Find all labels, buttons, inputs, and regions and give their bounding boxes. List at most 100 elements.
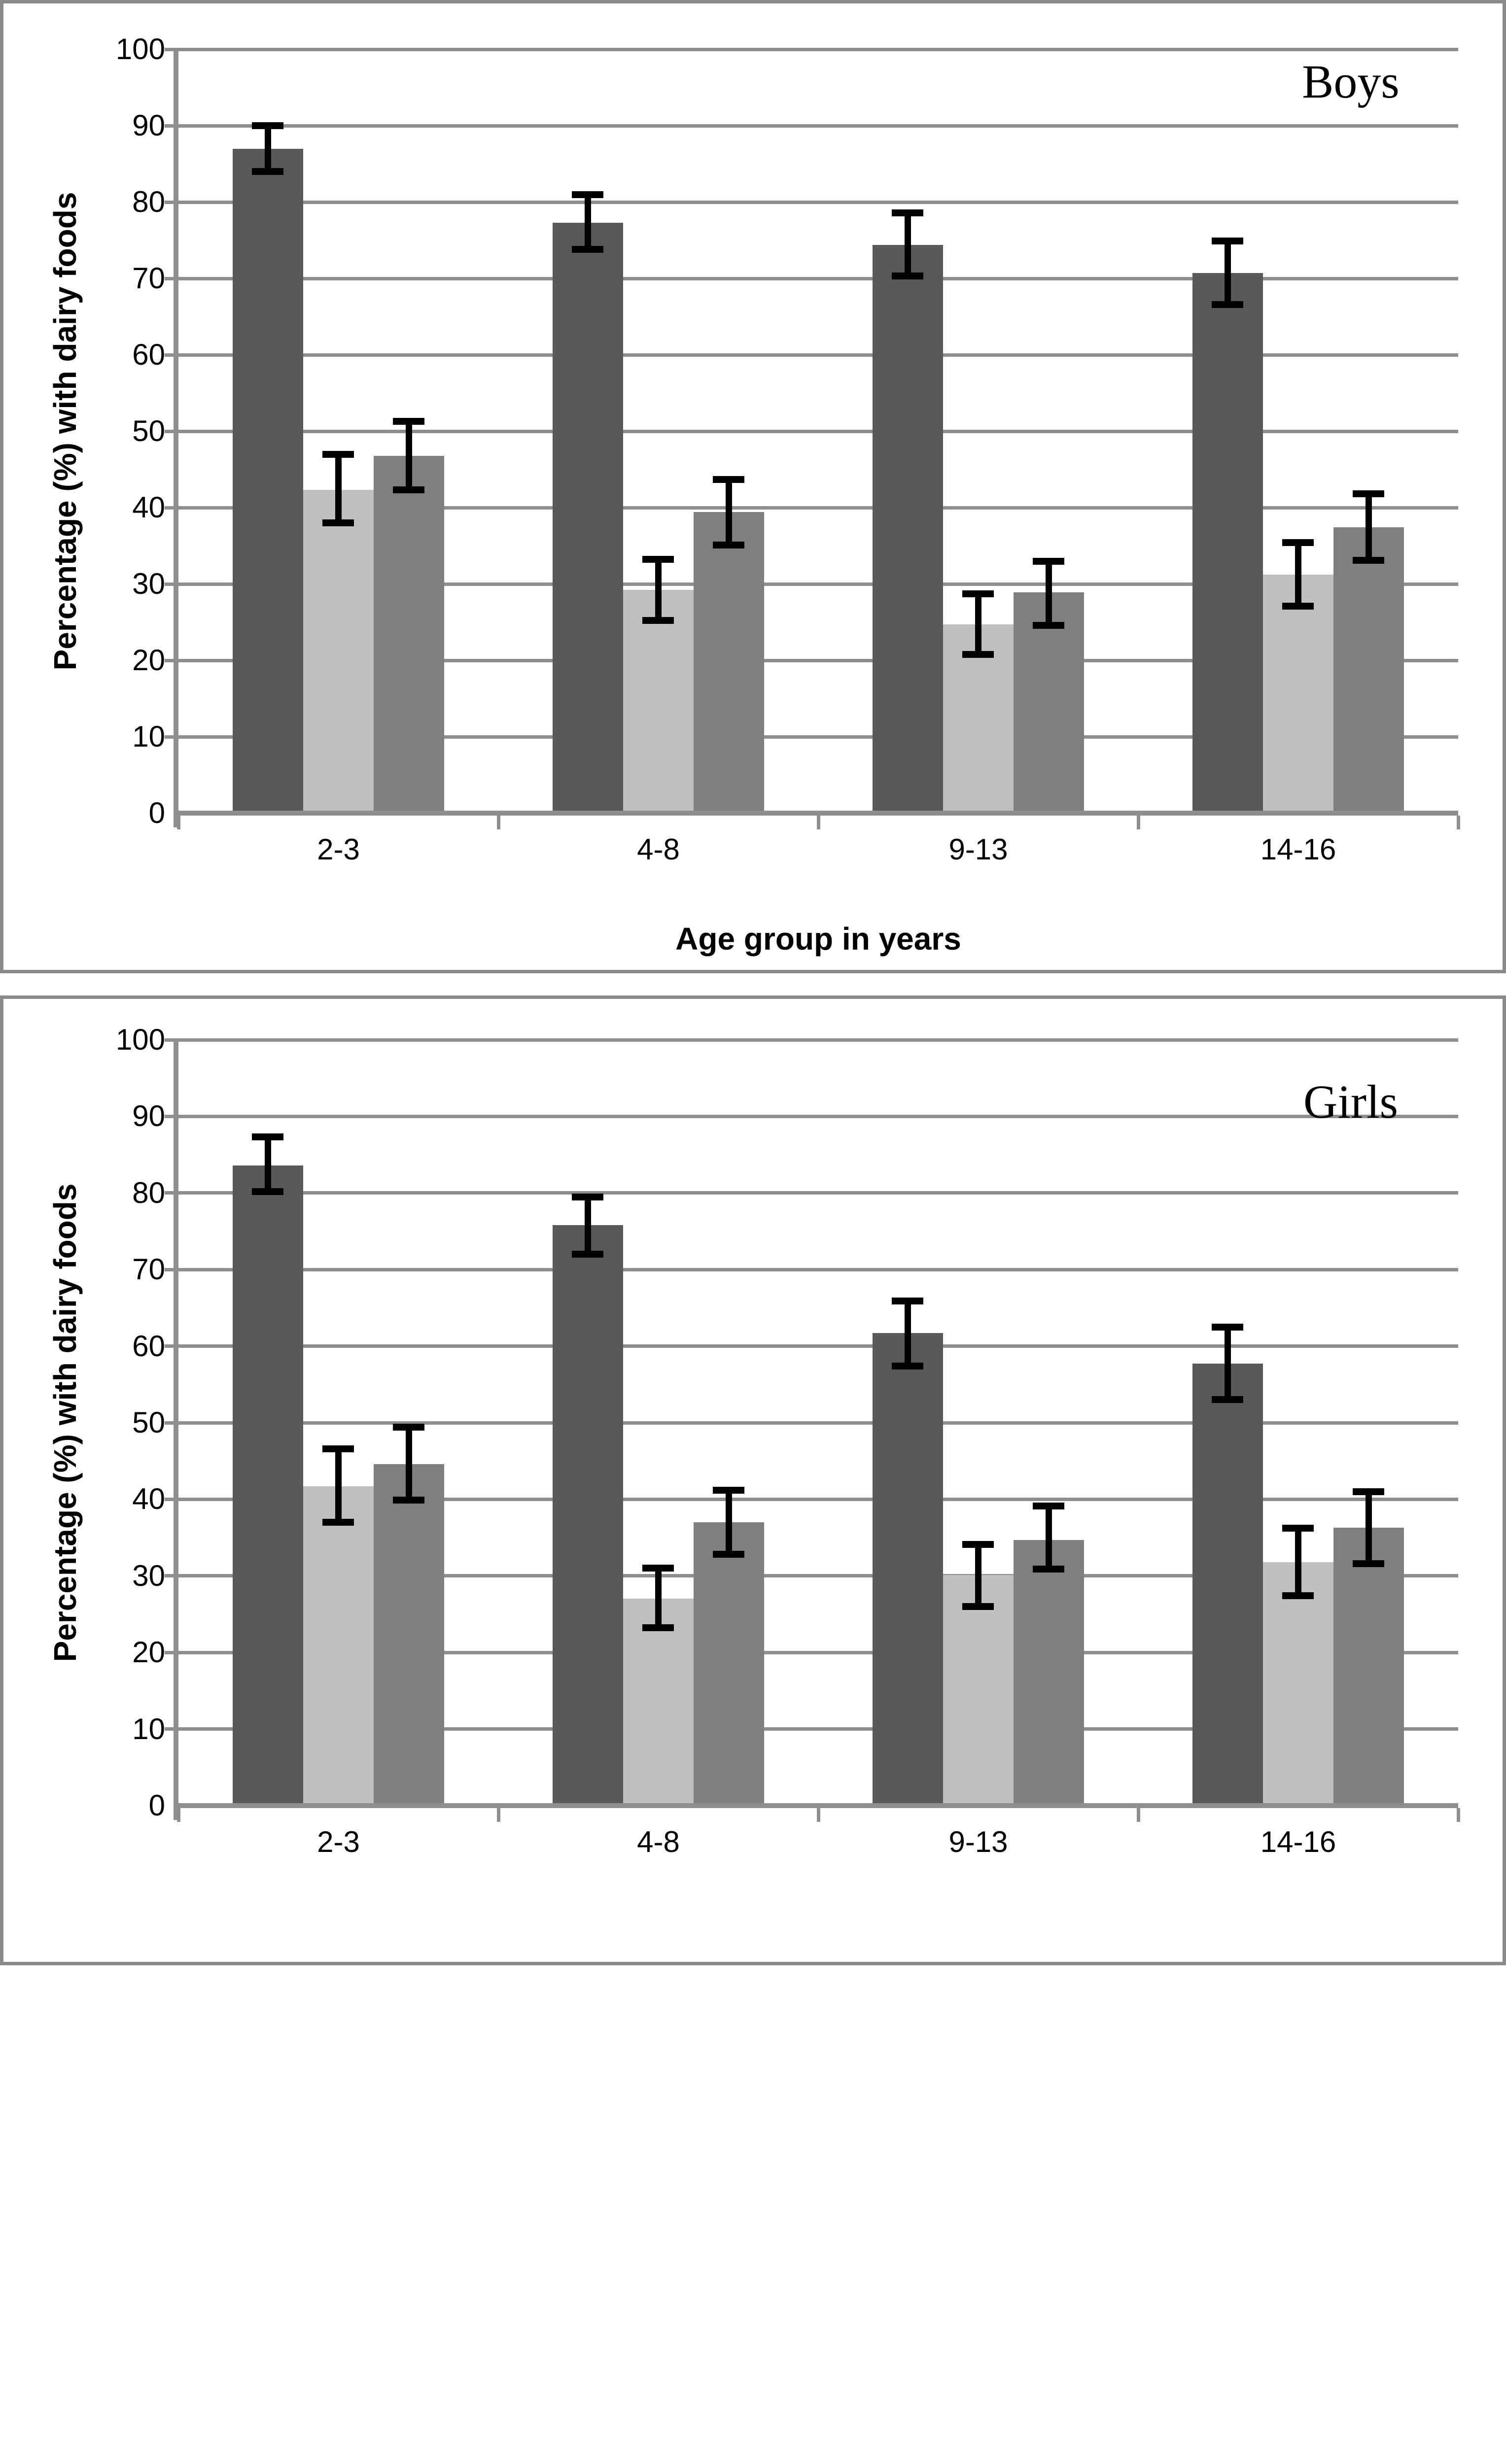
- y-axis-tick: [165, 429, 174, 433]
- gridline: [178, 353, 1458, 357]
- y-axis-tick: [165, 47, 174, 51]
- error-cap-top: [322, 1445, 354, 1452]
- y-axis-tick: [165, 200, 174, 204]
- bar: [623, 590, 694, 813]
- bar: [693, 1522, 764, 1806]
- error-line: [904, 212, 911, 276]
- gridline: [178, 658, 1458, 662]
- error-cap-bottom: [572, 246, 603, 253]
- bar: [552, 1225, 623, 1806]
- error-cap-bottom: [393, 1496, 424, 1504]
- error-cap-bottom: [1353, 1560, 1384, 1567]
- y-tick-label: 40: [132, 491, 165, 524]
- boys-panel-title: Boys: [1302, 55, 1400, 108]
- bar: [943, 1575, 1014, 1806]
- error-cap-bottom: [713, 541, 744, 548]
- gridline: [178, 124, 1458, 128]
- y-axis-tick: [165, 1727, 174, 1731]
- bar: [373, 1464, 444, 1806]
- y-tick-label: 70: [132, 1253, 165, 1286]
- bar: [1192, 1364, 1263, 1806]
- error-cap-bottom: [252, 1188, 283, 1195]
- y-axis-tick: [165, 735, 174, 739]
- x-axis-line: [174, 1803, 1458, 1808]
- x-axis-tick: [1136, 1808, 1140, 1822]
- gridline: [178, 200, 1458, 204]
- error-cap-top: [322, 450, 354, 458]
- error-line: [405, 421, 412, 490]
- x-axis-tick: [496, 816, 500, 829]
- error-cap-bottom: [1282, 602, 1314, 610]
- y-tick-label: 10: [132, 720, 165, 753]
- error-cap-bottom: [1212, 1396, 1243, 1403]
- error-cap-top: [642, 556, 674, 563]
- error-cap-top: [962, 590, 994, 598]
- error-cap-top: [1033, 1503, 1064, 1510]
- error-cap-top: [252, 122, 283, 129]
- boys-chart-panel: Boys Percentage (%) with dairy foods Age…: [0, 0, 1506, 973]
- gridline: [178, 47, 1458, 51]
- gridline: [178, 735, 1458, 739]
- error-line: [1224, 241, 1231, 305]
- girls-plot-area: Girls Percentage (%) with dairy foods Ag…: [0, 995, 1506, 1965]
- error-line: [584, 1197, 591, 1255]
- error-cap-bottom: [1282, 1592, 1314, 1600]
- bar: [1333, 1527, 1404, 1806]
- y-axis-tick: [165, 1421, 174, 1425]
- error-cap-bottom: [1033, 1565, 1064, 1573]
- y-axis-line: [174, 1038, 178, 1820]
- x-axis-tick: [176, 1808, 180, 1822]
- y-axis-tick: [165, 124, 174, 128]
- error-line: [1224, 1327, 1231, 1400]
- x-axis-tick: [176, 816, 180, 829]
- bar: [552, 222, 623, 813]
- gridline: [178, 1114, 1458, 1118]
- y-tick-label: 20: [132, 1636, 165, 1669]
- x-axis-tick: [1136, 816, 1140, 829]
- error-cap-bottom: [962, 650, 994, 658]
- y-tick-label: 10: [132, 1712, 165, 1745]
- error-cap-top: [1033, 557, 1064, 565]
- bar: [232, 1165, 303, 1806]
- x-axis-tick: [816, 1808, 820, 1822]
- error-cap-top: [892, 209, 923, 216]
- gridline: [178, 1267, 1458, 1271]
- x-tick-label: 9-13: [948, 833, 1008, 866]
- error-cap-bottom: [322, 1519, 354, 1526]
- bar: [1013, 592, 1084, 813]
- error-cap-top: [1353, 1488, 1384, 1495]
- gridline: [178, 1497, 1458, 1501]
- y-axis-tick: [165, 353, 174, 357]
- error-cap-bottom: [642, 617, 674, 624]
- error-cap-top: [962, 1541, 994, 1548]
- error-cap-bottom: [393, 486, 424, 494]
- error-line: [655, 1568, 662, 1628]
- y-tick-label: 30: [132, 1559, 165, 1592]
- gridline: [178, 1038, 1458, 1042]
- y-tick-label: 100: [115, 33, 165, 66]
- error-cap-top: [1282, 1525, 1314, 1532]
- error-line: [335, 454, 342, 523]
- bar: [303, 490, 374, 813]
- y-axis-tick: [165, 1038, 174, 1042]
- y-tick-label: 60: [132, 1329, 165, 1363]
- error-line: [904, 1300, 911, 1366]
- error-cap-bottom: [1033, 621, 1064, 629]
- y-tick-label: 60: [132, 338, 165, 371]
- girls-panel-title: Girls: [1303, 1075, 1398, 1128]
- y-tick-label: 30: [132, 567, 165, 600]
- x-tick-label: 2-3: [317, 1825, 360, 1858]
- y-tick-label: 50: [132, 414, 165, 447]
- x-axis-tick: [816, 816, 820, 829]
- y-axis-line: [174, 47, 178, 827]
- y-axis-tick: [165, 506, 174, 510]
- error-cap-top: [393, 1424, 424, 1431]
- error-line: [1045, 1506, 1052, 1569]
- error-cap-bottom: [1212, 301, 1243, 308]
- x-tick-label: 14-16: [1260, 833, 1336, 866]
- bar: [1262, 575, 1333, 813]
- bar: [1333, 527, 1404, 813]
- bar: [303, 1486, 374, 1806]
- boys-x-axis-title: Age group in years: [675, 921, 961, 957]
- y-axis-tick: [165, 1191, 174, 1195]
